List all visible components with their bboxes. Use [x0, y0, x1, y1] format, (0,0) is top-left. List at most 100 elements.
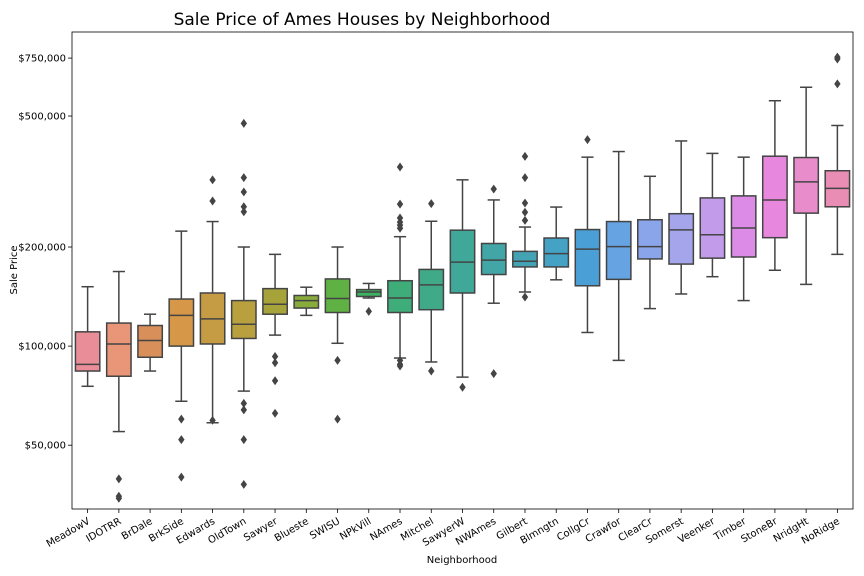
outlier-point	[521, 215, 529, 225]
box-iqr	[293, 294, 320, 309]
box-BrDale	[137, 313, 164, 372]
outlier-point	[521, 151, 529, 161]
outlier-point	[428, 199, 435, 209]
outlier-point	[240, 118, 248, 128]
box-iqr	[137, 324, 164, 359]
box-iqr	[324, 278, 351, 314]
x-tick-label: SWISU	[308, 516, 342, 542]
x-tick-label: Crawfor	[584, 516, 624, 546]
outlier-point	[209, 196, 216, 206]
outlier-point	[240, 173, 248, 183]
outlier-point	[271, 352, 279, 361]
chart-title: Sale Price of Ames Houses by Neighborhoo…	[174, 10, 551, 30]
box-iqr	[605, 220, 632, 281]
outlier-point	[521, 198, 529, 208]
x-axis: MeadowVIDOTRRBrDaleBrkSideEdwardsOldTown…	[45, 509, 842, 550]
box-StoneBr	[761, 99, 788, 272]
box-BrkSide	[168, 230, 195, 482]
x-tick-label: Veenker	[676, 516, 717, 546]
box-Gilbert	[512, 151, 538, 302]
box-NAmes	[387, 162, 413, 371]
outlier-point	[584, 135, 591, 145]
box-iqr	[387, 279, 413, 314]
outlier-point	[271, 408, 279, 418]
box-NPkVill	[355, 282, 382, 316]
outlier-point	[115, 474, 123, 484]
box-Sawyer	[262, 253, 288, 418]
outlier-point	[240, 479, 248, 489]
box-iqr	[355, 288, 382, 298]
outlier-point	[521, 173, 529, 183]
outlier-point	[490, 184, 497, 194]
x-tick-label: NAmes	[368, 516, 404, 543]
box-iqr	[74, 331, 101, 372]
box-MeadowV	[74, 285, 101, 388]
box-Timber	[730, 156, 757, 302]
outlier-point	[240, 187, 248, 197]
box-iqr	[637, 219, 663, 260]
outlier-point	[240, 207, 248, 217]
box-Crawfor	[605, 150, 632, 362]
outlier-point	[521, 207, 529, 217]
y-tick-label: $200,000	[18, 243, 66, 254]
x-tick-label: IDOTRR	[84, 516, 123, 545]
outlier-point	[365, 306, 372, 316]
outlier-point	[459, 382, 466, 392]
box-iqr	[480, 242, 507, 276]
outlier-point	[240, 398, 248, 408]
box-iqr	[262, 287, 288, 315]
box-iqr	[168, 298, 195, 347]
outlier-point	[209, 415, 216, 425]
outlier-point	[428, 366, 435, 376]
outlier-point	[521, 292, 529, 302]
outlier-point	[240, 202, 248, 212]
box-SWISU	[324, 246, 351, 424]
box-iqr	[230, 299, 257, 340]
box-iqr	[730, 195, 757, 258]
outlier-point	[834, 52, 841, 62]
outlier-point	[490, 369, 497, 379]
box-Blmngtn	[543, 206, 570, 281]
box-iqr	[699, 197, 726, 259]
box-Mitchel	[418, 199, 445, 376]
box-NoRidge	[824, 52, 851, 256]
box-iqr	[668, 212, 695, 265]
y-axis: $50,000 $100,000 $200,000 $500,000 $750,000	[18, 54, 72, 452]
box-Edwards	[199, 175, 226, 425]
outlier-point	[334, 414, 341, 424]
x-tick-label: Sawyer	[242, 516, 280, 544]
outlier-point	[396, 199, 404, 209]
outlier-point	[271, 358, 279, 368]
y-tick-label: $100,000	[18, 342, 66, 353]
outlier-point	[178, 435, 185, 445]
outlier-point	[334, 355, 341, 365]
outlier-point	[271, 376, 279, 386]
box-iqr	[418, 268, 445, 311]
outlier-point	[209, 175, 216, 185]
y-tick-label: $500,000	[18, 112, 66, 123]
box-iqr	[105, 322, 132, 377]
box-NridgHt	[793, 86, 820, 286]
box-SawyerW	[449, 179, 476, 392]
box-iqr	[512, 250, 538, 268]
outlier-point	[396, 361, 404, 371]
outlier-point	[115, 493, 123, 503]
x-axis-label: Neighborhood	[427, 555, 497, 566]
outlier-point	[834, 79, 841, 89]
plot-area	[74, 52, 851, 503]
box-iqr	[574, 228, 601, 287]
box-NWAmes	[480, 184, 507, 379]
box-Veenker	[699, 152, 726, 278]
x-tick-label: MeadowV	[45, 516, 93, 550]
x-tick-label: NPkVill	[338, 516, 373, 543]
y-tick-label: $50,000	[25, 441, 66, 452]
outlier-point	[178, 414, 185, 424]
box-OldTown	[230, 118, 257, 489]
box-Blueste	[293, 286, 320, 317]
box-CollgCr	[574, 135, 601, 334]
box-iqr	[543, 237, 570, 268]
outlier-point	[240, 435, 248, 445]
outlier-point	[396, 162, 404, 172]
outlier-point	[240, 405, 248, 415]
